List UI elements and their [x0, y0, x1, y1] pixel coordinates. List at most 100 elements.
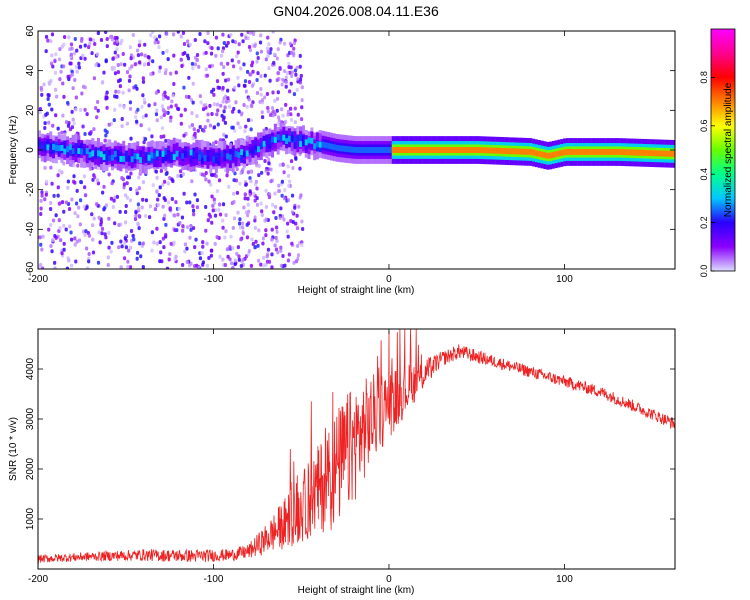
ridge-cell — [220, 152, 224, 164]
heat-cell — [200, 251, 204, 256]
heat-cell — [114, 55, 118, 60]
heat-cell — [161, 50, 165, 55]
heat-cell — [128, 100, 133, 105]
ridge-cell — [453, 147, 457, 153]
heat-cell — [215, 79, 220, 84]
heat-cell — [223, 262, 228, 267]
heat-cell — [104, 96, 108, 101]
heat-cell — [56, 193, 60, 198]
heat-cell — [106, 255, 110, 260]
heat-cell — [71, 117, 75, 122]
heat-cell — [107, 245, 111, 250]
heat-cell — [243, 192, 247, 197]
heat-cell — [188, 200, 192, 205]
heat-cell — [96, 260, 101, 265]
heat-cell — [78, 198, 83, 203]
heat-cell — [204, 170, 208, 175]
heat-cell — [239, 66, 243, 71]
heat-cell — [208, 64, 212, 69]
heat-cell — [266, 50, 270, 55]
heat-cell — [235, 190, 240, 195]
heat-cell — [137, 214, 141, 219]
heat-cell — [113, 195, 117, 200]
heat-cell — [74, 107, 78, 112]
heat-cell — [201, 240, 205, 245]
spectrogram-y-tick-label: -60 — [25, 261, 36, 276]
snr-y-tick-label: 1000 — [25, 507, 36, 530]
heat-cell — [179, 121, 183, 126]
heat-cell — [137, 43, 141, 48]
heat-cell — [54, 213, 58, 218]
heat-cell — [163, 213, 167, 218]
heat-cell — [199, 100, 203, 105]
ridge-cell — [577, 149, 581, 155]
ridge-cell — [299, 133, 303, 145]
ridge-cell — [439, 147, 443, 153]
heat-cell — [297, 204, 301, 209]
heat-cell — [49, 223, 53, 228]
heat-cell — [275, 229, 279, 234]
heat-cell — [193, 192, 197, 197]
heat-cell — [69, 52, 73, 57]
heat-cell — [40, 266, 45, 269]
heat-cell — [232, 178, 236, 183]
heat-cell — [148, 204, 153, 209]
heat-cell — [226, 254, 230, 259]
heat-cell — [206, 118, 210, 123]
heat-cell — [83, 232, 87, 237]
ridge-cell — [473, 147, 477, 153]
heat-cell — [287, 183, 291, 188]
heat-cell — [128, 198, 133, 203]
heat-cell — [93, 175, 97, 180]
heat-cell — [112, 118, 116, 123]
heat-cell — [129, 228, 134, 233]
heat-cell — [281, 113, 285, 118]
heat-cell — [275, 225, 279, 230]
ridge-cell — [546, 152, 550, 159]
heat-cell — [44, 179, 49, 184]
heat-cell — [43, 197, 47, 202]
ridge-cell — [554, 151, 558, 158]
heat-cell — [289, 159, 294, 164]
spectrogram-y-tick-label: 40 — [25, 65, 36, 77]
heat-cell — [255, 59, 259, 64]
heat-cell — [44, 34, 49, 39]
heat-cell — [264, 168, 268, 173]
heat-cell — [237, 59, 241, 64]
heat-cell — [166, 181, 170, 186]
heat-cell — [54, 52, 58, 57]
heat-cell — [264, 217, 268, 222]
heat-cell — [105, 37, 109, 42]
heat-cell — [235, 54, 239, 59]
heat-cell — [223, 105, 227, 110]
heat-cell — [239, 171, 243, 176]
heat-cell — [263, 158, 267, 163]
heat-cell — [265, 46, 270, 51]
heat-cell — [94, 106, 98, 111]
heat-cell — [179, 169, 183, 174]
ridge-cell — [164, 147, 168, 159]
heat-cell — [249, 263, 254, 268]
heat-cell — [168, 252, 172, 257]
ridge-cell — [327, 142, 331, 149]
heat-cell — [250, 102, 254, 107]
heat-cell — [66, 74, 70, 79]
heat-cell — [141, 93, 145, 98]
heat-cell — [57, 168, 62, 173]
heat-cell — [98, 240, 102, 245]
ridge-cell — [360, 147, 364, 153]
colorbar-tick-label: 0.0 — [699, 265, 709, 278]
heat-cell — [94, 63, 98, 68]
heat-cell — [237, 221, 242, 226]
heat-cell — [222, 115, 226, 120]
heat-cell — [141, 76, 145, 81]
heat-cell — [39, 198, 43, 203]
ridge-cell — [610, 149, 614, 155]
heat-cell — [124, 210, 128, 215]
heat-cell — [95, 115, 99, 120]
heat-cell — [265, 92, 269, 97]
heat-cell — [237, 83, 241, 88]
ridge-cell — [80, 142, 84, 154]
heat-cell — [70, 197, 74, 202]
heat-cell — [270, 237, 274, 242]
